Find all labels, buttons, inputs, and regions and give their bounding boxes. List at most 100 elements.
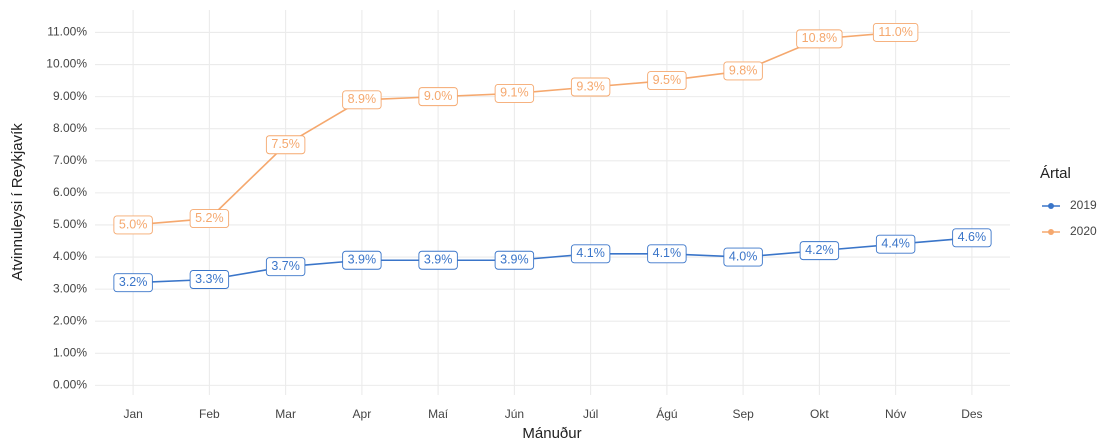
- legend-label: 2019: [1070, 198, 1097, 212]
- legend: 2019 2020: [1042, 198, 1097, 238]
- data-label-box: [952, 228, 992, 248]
- data-label-box: [723, 61, 763, 81]
- line: [133, 236, 972, 284]
- data-label: 3.9%: [418, 250, 458, 270]
- data-label: 8.9%: [342, 90, 382, 110]
- data-label-text: 3.7%: [271, 259, 300, 273]
- data-label: 9.3%: [570, 77, 611, 97]
- data-label-box: [875, 234, 916, 254]
- data-label-text: 4.1%: [653, 246, 682, 260]
- legend-label: 2020: [1070, 224, 1097, 238]
- grid: [95, 10, 1010, 395]
- data-label-text: 3.9%: [500, 253, 529, 267]
- data-label-text: 4.4%: [881, 237, 910, 251]
- data-label-text: 9.0%: [424, 89, 453, 103]
- y-tick-label: 8.00%: [53, 121, 87, 135]
- x-tick-label: Des: [961, 407, 982, 421]
- data-label: 9.1%: [494, 83, 535, 103]
- data-label-box: [418, 250, 458, 270]
- data-label-box: [265, 257, 306, 277]
- data-label-box: [189, 209, 230, 228]
- data-label-box: [494, 250, 535, 270]
- data-label-box: [189, 270, 230, 289]
- data-label-box: [647, 244, 687, 264]
- data-label: 4.4%: [875, 234, 916, 254]
- data-label-text: 9.5%: [653, 73, 682, 87]
- data-label-box: [796, 29, 843, 49]
- data-label-text: 3.9%: [348, 253, 377, 267]
- data-label-box: [570, 244, 611, 264]
- x-tick-label: Mar: [275, 407, 296, 421]
- x-tick-label: Maí: [428, 407, 449, 421]
- data-label-text: 4.6%: [958, 230, 987, 244]
- data-label: 9.0%: [418, 87, 458, 107]
- data-label-box: [647, 71, 687, 91]
- data-label: 5.2%: [189, 209, 230, 228]
- data-label: 9.5%: [647, 71, 687, 91]
- legend-dot: [1048, 203, 1054, 209]
- data-label: 10.8%: [796, 29, 843, 49]
- x-tick-label: Jún: [505, 407, 524, 421]
- data-label: 3.9%: [342, 250, 382, 270]
- y-tick-label: 6.00%: [53, 185, 87, 199]
- x-tick-label: Júl: [583, 407, 598, 421]
- data-label: 5.0%: [113, 215, 153, 235]
- data-label: 7.5%: [265, 135, 306, 155]
- data-label: 4.2%: [799, 241, 840, 261]
- x-tick-label: Apr: [353, 407, 372, 421]
- data-label-text: 4.0%: [729, 249, 758, 263]
- data-label-text: 3.9%: [424, 253, 453, 267]
- data-label: 4.1%: [570, 244, 611, 264]
- data-label-box: [570, 77, 611, 97]
- data-label: 4.6%: [952, 228, 992, 248]
- data-label-text: 5.0%: [119, 217, 148, 231]
- data-label-text: 8.9%: [348, 92, 377, 106]
- data-label-box: [342, 250, 382, 270]
- data-label-box: [723, 247, 763, 267]
- data-label: 11.0%: [872, 23, 919, 42]
- data-label-box: [113, 273, 153, 293]
- y-tick-label: 9.00%: [53, 89, 87, 103]
- data-label-box: [342, 90, 382, 110]
- data-label: 3.3%: [189, 270, 230, 289]
- data-label-box: [494, 83, 535, 103]
- y-tick-label: 5.00%: [53, 217, 87, 231]
- data-label-text: 9.1%: [500, 86, 529, 100]
- y-axis-title: Atvinnuleysi í Reykjavík: [9, 123, 26, 281]
- y-tick-label: 0.00%: [53, 378, 87, 392]
- data-label-box: [418, 87, 458, 107]
- x-tick-label: Sep: [732, 407, 754, 421]
- y-tick-label: 7.00%: [53, 153, 87, 167]
- data-label: 3.2%: [113, 273, 153, 293]
- data-label: 9.8%: [723, 61, 763, 81]
- x-tick-label: Jan: [123, 407, 142, 421]
- data-label-text: 4.2%: [805, 243, 834, 257]
- legend-dot: [1048, 229, 1054, 235]
- data-label: 4.0%: [723, 247, 763, 267]
- data-label-text: 10.8%: [802, 31, 837, 45]
- data-label-box: [265, 135, 306, 155]
- data-label-text: 7.5%: [271, 137, 300, 151]
- x-tick-label: Ágú: [656, 406, 677, 421]
- x-tick-label: Feb: [199, 407, 220, 421]
- y-tick-label: 11.00%: [47, 25, 87, 39]
- data-label: 3.7%: [265, 257, 306, 277]
- data-label-text: 9.3%: [576, 79, 605, 93]
- data-label-text: 9.8%: [729, 63, 758, 77]
- y-tick-label: 4.00%: [53, 249, 87, 263]
- legend-title: Ártal: [1040, 165, 1071, 182]
- data-label: 3.9%: [494, 250, 535, 270]
- data-label-box: [872, 23, 919, 42]
- data-label-text: 11.0%: [878, 25, 913, 39]
- data-label-box: [113, 215, 153, 235]
- data-label: 4.1%: [647, 244, 687, 264]
- data-label-text: 3.3%: [195, 272, 224, 286]
- data-label-box: [799, 241, 840, 261]
- y-tick-label: 1.00%: [53, 345, 87, 359]
- x-axis-title: Mánuður: [522, 425, 581, 442]
- y-tick-label: 2.00%: [53, 313, 87, 327]
- data-label-text: 5.2%: [195, 211, 224, 225]
- y-tick-label: 10.00%: [46, 57, 87, 71]
- x-tick-label: Nóv: [885, 407, 906, 421]
